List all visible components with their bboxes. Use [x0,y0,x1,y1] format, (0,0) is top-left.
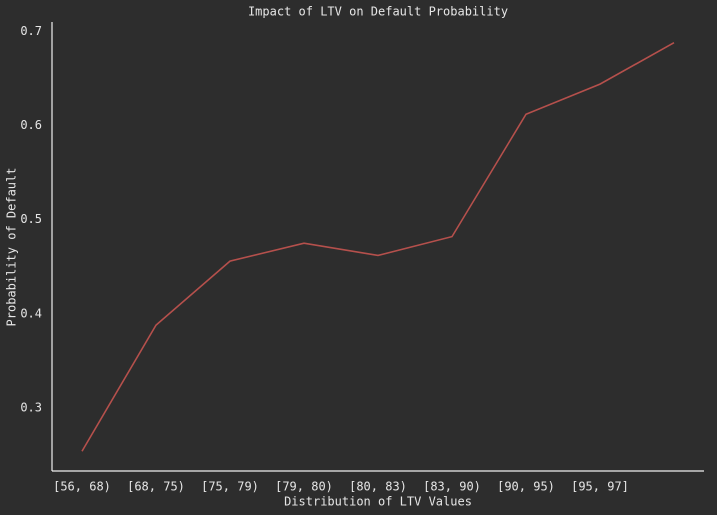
y-axis-label: Probability of Default [5,168,19,327]
y-tick-label: 0.6 [20,118,42,132]
x-tick-label: [95, 97] [571,480,629,494]
y-tick-label: 0.7 [20,24,42,38]
x-tick-label: [90, 95) [497,480,555,494]
y-tick-label: 0.5 [20,212,42,226]
x-tick-label: [68, 75) [127,480,185,494]
x-tick-label: [79, 80) [275,480,333,494]
chart-title: Impact of LTV on Default Probability [248,5,508,19]
x-tick-label: [75, 79) [201,480,259,494]
x-tick-label: [80, 83) [349,480,407,494]
x-tick-label: [56, 68) [53,480,111,494]
x-axis-label: Distribution of LTV Values [284,495,472,509]
data-line [81,42,675,452]
y-tick-label: 0.4 [20,306,42,320]
y-tick-label: 0.3 [20,400,42,414]
x-tick-label: [83, 90) [423,480,481,494]
